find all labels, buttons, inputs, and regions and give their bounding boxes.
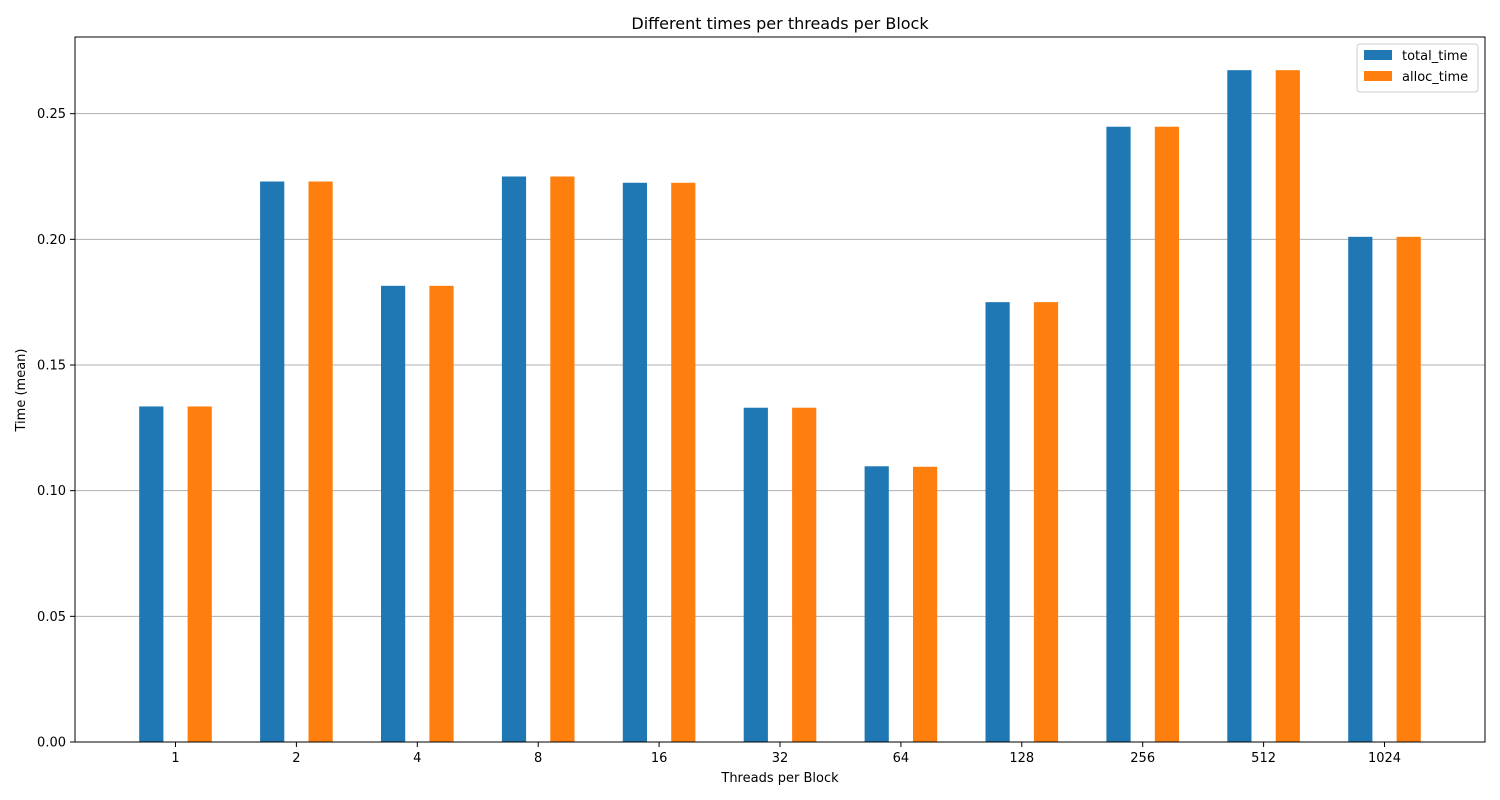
bar-alloc_time-4 [429,285,454,742]
plot-frame [74,36,1486,743]
bar-total_time-4 [381,285,406,742]
x-tick-label: 64 [893,751,910,766]
bar-alloc_time-256 [1154,126,1179,742]
legend-swatch-alloc_time [1364,71,1392,81]
bar-alloc_time-2 [308,181,333,742]
y-axis-ticks: 0.00 0.05 0.10 0.15 0.20 0.25 [37,107,75,751]
bar-alloc_time-64 [913,466,938,742]
x-tick-label: 256 [1130,751,1155,766]
bar-alloc_time-128 [1033,302,1059,742]
bar-total_time-8 [501,176,527,743]
bar-total_time-512 [1227,70,1252,743]
y-tick-label: 0.00 [37,736,66,751]
x-tick-label: 128 [1009,751,1034,766]
bar-alloc_time-1024 [1396,236,1421,742]
bar-total_time-128 [985,302,1010,742]
y-tick-label: 0.10 [37,484,66,499]
bar-alloc_time-1 [187,406,212,742]
bar-alloc_time-512 [1275,70,1300,743]
x-tick-label: 4 [413,751,421,766]
gridlines [75,113,1485,617]
x-tick-label: 1024 [1368,751,1401,766]
x-tick-label: 16 [651,751,668,766]
legend: total_time alloc_time [1356,43,1479,93]
x-tick-label: 512 [1251,751,1276,766]
x-tick-label: 1 [171,751,179,766]
bar-total_time-16 [622,182,647,743]
legend-label-total_time: total_time [1402,49,1468,64]
bar-total_time-2 [260,181,285,742]
y-tick-label: 0.20 [37,233,66,248]
x-tick-label: 2 [292,751,300,766]
bar-total_time-256 [1106,126,1131,742]
chart-title: Different times per threads per Block [631,14,929,33]
bars [139,70,1421,743]
bar-total_time-1024 [1348,236,1373,742]
legend-label-alloc_time: alloc_time [1402,70,1468,85]
bar-total_time-64 [864,466,889,742]
y-tick-label: 0.15 [37,358,66,373]
y-tick-label: 0.25 [37,107,66,122]
x-axis-ticks: 1 2 4 8 16 32 64 128 256 512 1024 [171,742,1401,766]
y-axis-title: Time (mean) [14,349,29,433]
x-tick-label: 32 [772,751,789,766]
y-tick-label: 0.05 [37,610,66,625]
x-tick-label: 8 [534,751,542,766]
bar-total_time-1 [139,406,164,742]
bar-total_time-32 [743,407,768,742]
bar-alloc_time-16 [671,182,696,743]
legend-swatch-total_time [1364,50,1392,60]
x-axis-title: Threads per Block [720,771,839,786]
bar-alloc_time-32 [792,407,817,742]
bar-alloc_time-8 [550,176,575,743]
